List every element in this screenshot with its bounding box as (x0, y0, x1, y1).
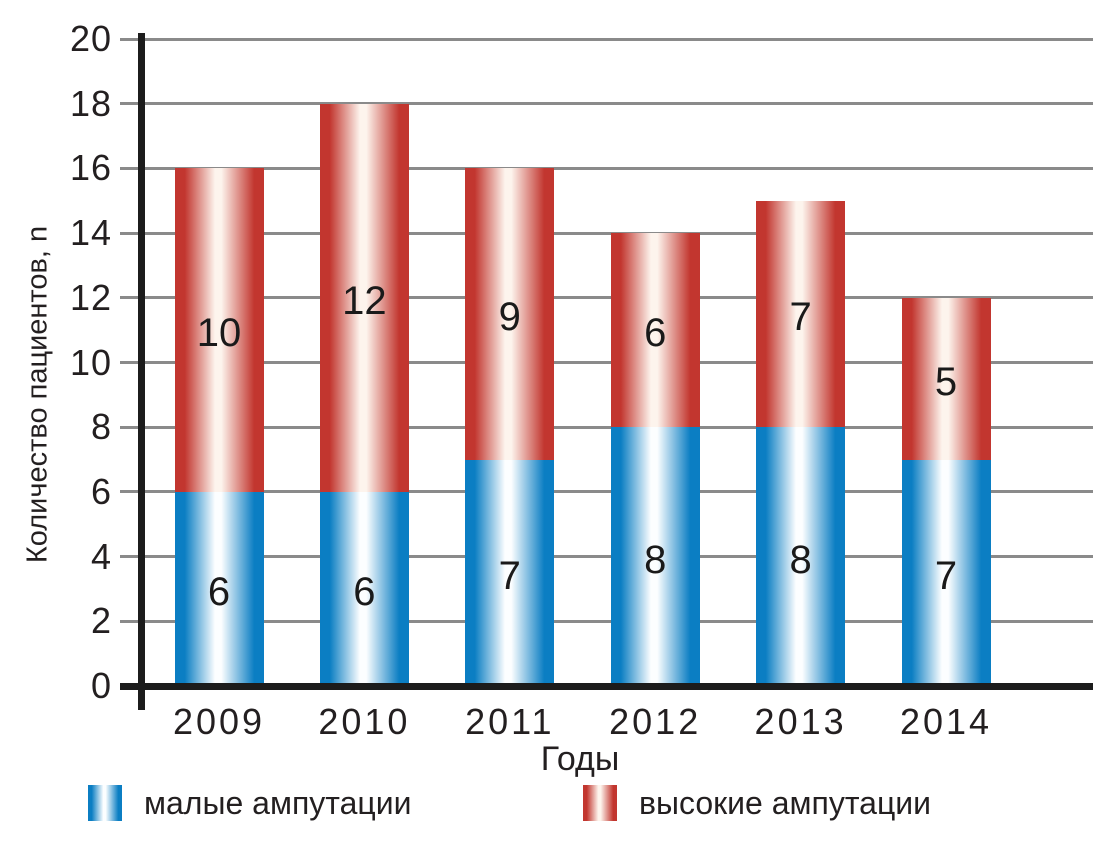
bar-value-label-2013-minor: 8 (789, 537, 812, 582)
bar-segment-2011-high (465, 168, 555, 460)
bar-2011 (465, 0, 555, 686)
x-tick-label-2013: 2013 (754, 701, 847, 742)
x-tick-label-2010: 2010 (318, 701, 411, 742)
bar-segment-2012-minor (610, 427, 700, 686)
y-tick-label-18: 18 (69, 82, 112, 124)
gridline-y-16 (120, 166, 1093, 170)
bar-value-label-2013-high: 7 (789, 294, 812, 339)
y-tick-label-0: 0 (90, 665, 112, 706)
y-tick-label-20: 20 (69, 18, 112, 59)
gridline-y-8 (120, 425, 1093, 429)
bar-value-label-2011-minor: 7 (498, 553, 521, 598)
legend-swatch-red (583, 785, 617, 821)
gridline-y-4 (120, 555, 1093, 559)
x-tick-label-2011: 2011 (465, 701, 555, 742)
bar-value-label-2009-high: 10 (196, 311, 242, 356)
y-tick-label-14: 14 (69, 212, 112, 254)
gridline-y-2 (120, 619, 1093, 623)
gridline-y-14 (120, 231, 1093, 235)
bar-segment-2014-minor (901, 459, 991, 686)
bar-segment-2010-minor (319, 491, 409, 686)
bar-segment-2009-high (174, 168, 264, 492)
legend-label: высокие ампутации (639, 785, 932, 821)
bar-value-label-2012-high: 6 (644, 311, 667, 356)
bar-segment-2013-high (756, 200, 846, 428)
x-axis-title: Годы (540, 740, 620, 778)
y-tick-label-8: 8 (90, 406, 112, 448)
gridline-y-20 (120, 37, 1093, 41)
legend-item-minor-amputations: малые ампутации (88, 785, 411, 821)
y-axis-title: Количество пациентов, n (21, 225, 54, 564)
y-tick-label-16: 16 (69, 147, 112, 189)
gridline-y-10 (120, 361, 1093, 364)
y-tick-label-10: 10 (69, 341, 112, 383)
bar-segment-2009-minor (174, 491, 264, 686)
bar-value-label-2014-high: 5 (934, 359, 958, 404)
bar-2009 (174, 0, 264, 686)
legend-swatch-blue (88, 785, 122, 821)
x-axis-line (120, 683, 1093, 690)
bar-value-label-2014-minor: 7 (934, 553, 958, 598)
x-tick-label-2014: 2014 (899, 701, 993, 742)
y-tick-label-4: 4 (90, 535, 112, 577)
bar-segment-2013-minor (756, 427, 846, 686)
bar-segment-2012-high (610, 233, 700, 428)
gridline-y-18 (120, 102, 1093, 106)
gridline-y-12 (120, 296, 1093, 300)
bar-2013 (756, 0, 846, 686)
bar-value-label-2010-minor: 6 (353, 569, 376, 614)
bar-segment-2010-high (319, 103, 409, 492)
y-tick-label-12: 12 (69, 276, 112, 318)
bar-2014 (901, 0, 991, 686)
y-axis-line (138, 33, 145, 710)
bar-2012 (610, 0, 700, 686)
bar-segment-2014-high (901, 297, 991, 460)
bar-value-label-2010-high: 12 (342, 278, 387, 323)
y-tick-label-2: 2 (90, 600, 112, 642)
bar-value-label-2011-high: 9 (498, 294, 521, 339)
gridline-y-6 (120, 490, 1093, 494)
legend-item-high-amputations: высокие ампутации (583, 785, 931, 821)
x-tick-label-2012: 2012 (609, 701, 702, 742)
x-tick-label-2009: 2009 (172, 701, 266, 742)
bar-value-label-2012-minor: 8 (644, 537, 667, 582)
bar-2010 (319, 0, 409, 686)
legend-label: малые ампутации (144, 785, 412, 821)
y-tick-label-6: 6 (90, 470, 112, 512)
bar-value-label-2009-minor: 6 (207, 569, 231, 614)
bar-segment-2011-minor (465, 459, 555, 686)
